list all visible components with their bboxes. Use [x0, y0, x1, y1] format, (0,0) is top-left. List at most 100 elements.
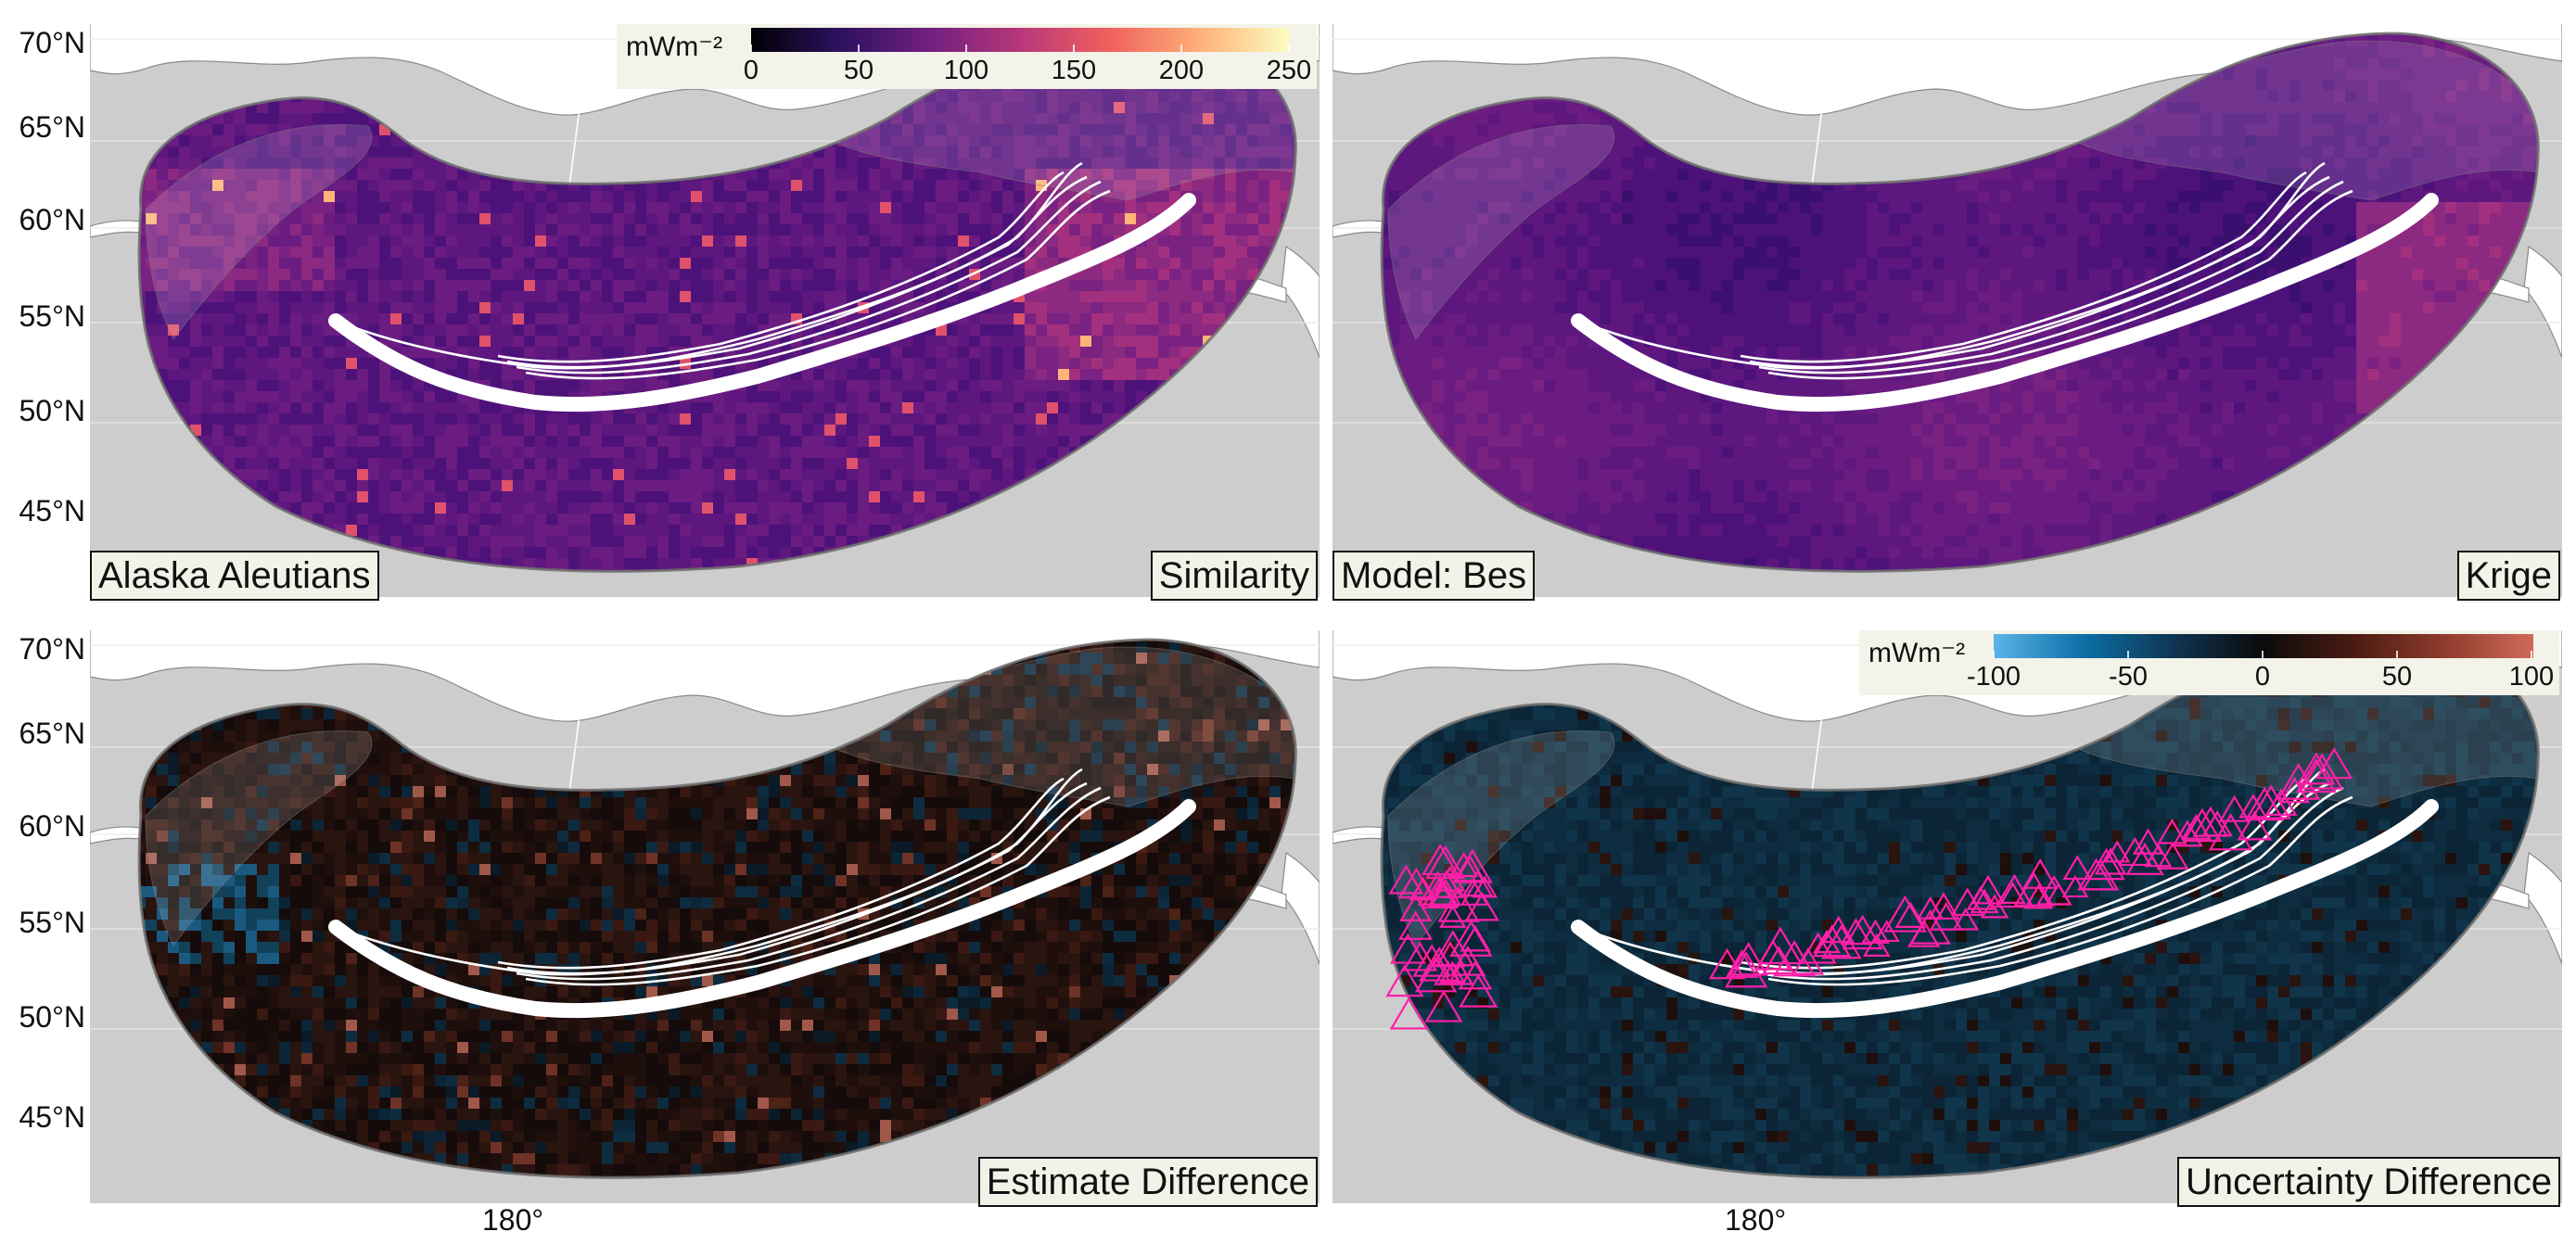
raster-cell — [925, 113, 936, 124]
raster-cell — [435, 402, 446, 413]
raster-cell — [1025, 358, 1036, 369]
raster-cell — [357, 235, 368, 247]
raster-cell — [312, 291, 324, 302]
raster-cell — [90, 369, 101, 380]
raster-cell — [457, 235, 468, 247]
raster-cell — [1125, 213, 1136, 224]
raster-cell — [1180, 436, 1192, 447]
raster-cell — [791, 235, 802, 247]
raster-cell — [446, 213, 457, 224]
raster-cell — [257, 124, 268, 135]
raster-cell — [223, 436, 235, 447]
raster-cell — [457, 302, 468, 313]
raster-cell — [624, 258, 635, 269]
raster-cell — [535, 347, 546, 358]
raster-cell — [958, 480, 969, 491]
raster-cell — [1303, 425, 1314, 436]
raster-cell — [212, 336, 223, 347]
raster-cell — [290, 146, 301, 158]
raster-cell — [746, 224, 758, 235]
raster-cell — [1058, 514, 1069, 525]
raster-cell — [335, 369, 346, 380]
raster-cell — [1236, 146, 1247, 158]
raster-cell — [279, 102, 290, 113]
raster-cell — [1036, 347, 1047, 358]
raster-cell — [646, 224, 657, 235]
raster-cell — [624, 124, 635, 135]
raster-cell — [446, 80, 457, 91]
raster-cell — [925, 202, 936, 213]
raster-cell — [524, 158, 535, 169]
raster-cell — [813, 158, 824, 169]
raster-cell — [880, 135, 891, 146]
raster-cell — [1281, 158, 1292, 169]
raster-cell — [1114, 336, 1125, 347]
raster-cell — [735, 180, 746, 191]
raster-cell — [301, 113, 312, 124]
raster-cell — [902, 213, 913, 224]
raster-cell — [379, 313, 390, 324]
raster-cell — [1169, 247, 1180, 258]
raster-cell — [713, 269, 724, 280]
raster-cell — [791, 180, 802, 191]
raster-cell — [702, 158, 713, 169]
raster-cell — [1136, 469, 1147, 480]
raster-cell — [1236, 191, 1247, 202]
raster-cell — [268, 224, 279, 235]
raster-cell — [758, 202, 769, 213]
raster-cell — [702, 402, 713, 413]
raster-cell — [835, 469, 847, 480]
raster-cell — [746, 191, 758, 202]
raster-cell — [1303, 180, 1314, 191]
raster-cell — [424, 235, 435, 247]
raster-cell — [1225, 91, 1236, 102]
raster-cell — [1025, 258, 1036, 269]
raster-cell — [913, 124, 925, 135]
raster-cell — [424, 202, 435, 213]
raster-cell — [1091, 235, 1103, 247]
raster-cell — [1036, 336, 1047, 347]
raster-cell — [1236, 213, 1247, 224]
raster-cell — [246, 458, 257, 469]
raster-cell — [1303, 502, 1314, 514]
raster-cell — [713, 480, 724, 491]
raster-cell — [624, 480, 635, 491]
raster-cell — [1091, 458, 1103, 469]
raster-cell — [591, 336, 602, 347]
raster-cell — [257, 302, 268, 313]
raster-cell — [1258, 202, 1269, 213]
raster-cell — [357, 213, 368, 224]
raster-cell — [1303, 224, 1314, 235]
raster-cell — [413, 514, 424, 525]
raster-cell — [702, 213, 713, 224]
raster-cell — [657, 436, 669, 447]
raster-cell — [1269, 124, 1281, 135]
raster-cell — [1214, 224, 1225, 235]
raster-cell — [301, 369, 312, 380]
raster-cell — [346, 69, 357, 80]
raster-cell — [179, 358, 190, 369]
raster-cell — [379, 269, 390, 280]
raster-cell — [602, 447, 613, 458]
raster-cell — [335, 302, 346, 313]
raster-cell — [257, 258, 268, 269]
raster-cell — [123, 102, 134, 113]
raster-cell — [624, 158, 635, 169]
raster-cell — [1180, 235, 1192, 247]
raster-cell — [257, 158, 268, 169]
raster-cell — [1203, 135, 1214, 146]
raster-cell — [1203, 502, 1214, 514]
raster-cell — [223, 491, 235, 502]
raster-cell — [1314, 447, 1320, 458]
raster-cell — [780, 180, 791, 191]
raster-cell — [513, 458, 524, 469]
raster-cell — [1258, 158, 1269, 169]
raster-cell — [1014, 391, 1025, 402]
raster-cell — [980, 436, 991, 447]
raster-cell — [324, 291, 335, 302]
raster-cell — [524, 280, 535, 291]
raster-cell — [858, 447, 869, 458]
raster-cell — [1303, 235, 1314, 247]
raster-cell — [290, 413, 301, 425]
raster-cell — [1103, 280, 1114, 291]
